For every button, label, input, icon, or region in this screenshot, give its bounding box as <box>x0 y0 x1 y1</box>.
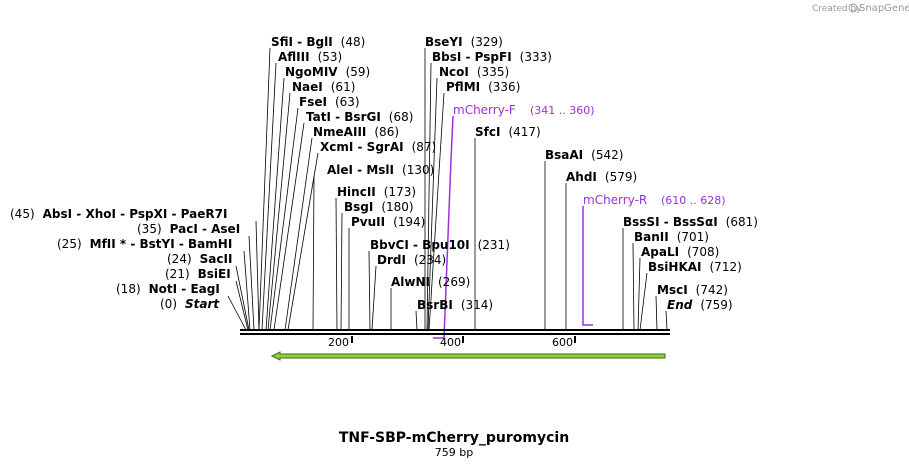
enzyme-label[interactable]: AlwNI (269) <box>391 275 470 289</box>
leader-line <box>287 152 319 331</box>
enzyme-label[interactable]: End (759) <box>667 298 733 312</box>
enzyme-label[interactable]: BseYI (329) <box>425 35 503 49</box>
enzyme-label[interactable]: BsaAI (542) <box>545 148 623 162</box>
enzyme-label[interactable]: AleI - MslI (130) <box>327 163 434 177</box>
enzyme-label[interactable]: BbvCI - Bpu10I (231) <box>370 238 510 252</box>
primer-mcherry-f[interactable]: mCherry-F (341 .. 360) <box>433 103 595 339</box>
enzyme-label[interactable]: (18) NotI - EagI <box>116 282 220 296</box>
enzyme-label[interactable]: ApaLI (708) <box>641 245 719 259</box>
enzyme-labels-left: (45) AbsI - XhoI - PspXI - PaeR7I (35) Pac… <box>10 207 240 311</box>
leader-line <box>227 295 247 331</box>
map-length: 759 bp <box>435 446 473 459</box>
enzyme-label[interactable]: (21) BsiEI <box>165 267 231 281</box>
enzyme-label[interactable]: NgoMIV (59) <box>285 65 370 79</box>
leader-line <box>632 242 635 331</box>
snapgene-logo-icon <box>848 3 858 13</box>
ruler: 200 400 600 <box>328 336 576 349</box>
leader-line <box>269 107 299 331</box>
leader-line <box>655 295 658 331</box>
enzyme-label[interactable]: PvuII (194) <box>351 215 425 229</box>
leader-line <box>426 62 432 331</box>
leader-line <box>371 265 377 331</box>
enzyme-label[interactable]: BsiHKAI (712) <box>648 260 742 274</box>
enzyme-label[interactable]: XcmI - SgrAI (87) <box>320 140 436 154</box>
enzyme-label[interactable]: (35) PacI - AseI <box>137 222 240 236</box>
enzyme-label[interactable]: (25) MfII * - BstYI - BamHI <box>57 237 232 251</box>
enzyme-label[interactable]: BbsI - PspFI (333) <box>432 50 552 64</box>
brand-text: SnapGene <box>859 3 909 14</box>
enzyme-label[interactable]: (45) AbsI - XhoI - PspXI - PaeR7I <box>10 207 227 221</box>
enzyme-label[interactable]: TatI - BsrGI (68) <box>306 110 413 124</box>
leader-line <box>261 62 277 331</box>
enzyme-label[interactable]: AhdI (579) <box>566 170 637 184</box>
ruler-tick-label: 400 <box>440 336 461 349</box>
leader-line <box>312 175 315 331</box>
enzyme-label[interactable]: SfcI (417) <box>475 125 541 139</box>
leader-line <box>637 257 641 331</box>
leader-line <box>235 265 250 331</box>
leader-line <box>665 310 668 331</box>
leader-line <box>255 220 260 331</box>
enzyme-label[interactable]: HincII (173) <box>337 185 416 199</box>
leader-line <box>243 250 251 331</box>
enzyme-labels-top: SfiI - BglI (48) AflIII (53) NgoMIV (59) Na… <box>271 35 758 312</box>
leader-line <box>639 272 648 331</box>
leader-line <box>273 122 305 331</box>
leader-line <box>428 92 445 331</box>
enzyme-label[interactable]: PflMI (336) <box>446 80 520 94</box>
map-title: TNF-SBP-mCherry_puromycin <box>339 430 569 446</box>
primer-r-line <box>582 206 593 326</box>
primer-f-name: mCherry-F <box>453 103 516 117</box>
leader-line <box>265 77 285 331</box>
enzyme-label[interactable]: NcoI (335) <box>439 65 509 79</box>
enzyme-label[interactable]: BssSI - BssSαI (681) <box>623 215 758 229</box>
leader-line <box>335 197 338 331</box>
enzyme-label[interactable]: NmeAIII (86) <box>313 125 399 139</box>
feature-arrow[interactable] <box>270 351 666 361</box>
enzyme-label[interactable]: (0) Start <box>160 297 220 311</box>
enzyme-label[interactable]: DrdI (234) <box>377 253 446 267</box>
leader-lines <box>227 47 668 331</box>
leader-line <box>427 77 438 331</box>
enzyme-label[interactable]: NaeI (61) <box>292 80 355 94</box>
leader-line <box>340 212 343 331</box>
primer-r-name: mCherry-R <box>583 193 647 207</box>
enzyme-label[interactable]: SfiI - BglI (48) <box>271 35 365 49</box>
primer-f-line <box>433 115 454 339</box>
leader-line <box>258 47 271 331</box>
enzyme-label[interactable]: AflIII (53) <box>278 50 342 64</box>
feature-arrow-shape <box>270 351 666 361</box>
leader-line <box>368 250 371 331</box>
ruler-tick-label: 600 <box>552 336 573 349</box>
leader-line <box>267 92 291 331</box>
enzyme-label[interactable]: FseI (63) <box>299 95 360 109</box>
enzyme-label[interactable]: MscI (742) <box>657 283 728 297</box>
enzyme-label[interactable]: (24) SacII <box>167 252 232 266</box>
enzyme-label[interactable]: BanII (701) <box>634 230 709 244</box>
primer-mcherry-r[interactable]: mCherry-R (610 .. 628) <box>582 193 726 326</box>
leader-line <box>415 310 418 331</box>
ruler-tick-label: 200 <box>328 336 349 349</box>
enzyme-label[interactable]: BsgI (180) <box>344 200 414 214</box>
leader-line <box>248 235 255 331</box>
credit-text: Created by <box>812 4 862 14</box>
primer-f-range: (341 .. 360) <box>530 104 595 117</box>
enzyme-label[interactable]: BsrBI (314) <box>417 298 493 312</box>
leader-line <box>235 280 249 331</box>
primer-r-range: (610 .. 628) <box>661 194 726 207</box>
leader-line <box>284 137 313 331</box>
